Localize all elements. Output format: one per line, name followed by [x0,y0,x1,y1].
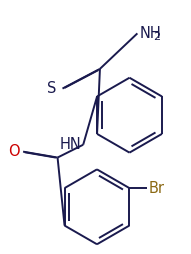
Text: S: S [47,81,57,96]
Text: O: O [8,144,20,159]
Text: Br: Br [149,181,165,196]
Text: HN: HN [59,137,81,152]
Text: 2: 2 [153,32,160,42]
Text: NH: NH [139,26,161,41]
